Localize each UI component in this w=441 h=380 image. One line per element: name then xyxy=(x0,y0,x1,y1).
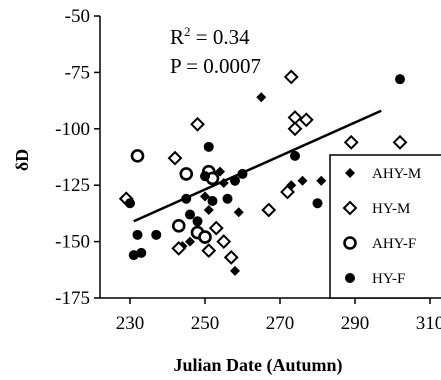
data-point-ahy-m xyxy=(233,207,244,218)
data-point-hy-m xyxy=(283,69,299,85)
y-axis-title: δD xyxy=(12,149,32,171)
data-point-hy-f xyxy=(128,250,139,261)
data-point-hy-m xyxy=(208,220,224,236)
legend-label-ahy-m: AHY-M xyxy=(372,166,421,182)
data-point-ahy-f xyxy=(171,219,186,233)
data-point-hy-m xyxy=(298,112,314,128)
trend-line xyxy=(133,109,382,223)
data-point-hy-m xyxy=(343,134,359,150)
data-point-hy-f xyxy=(192,216,203,227)
data-point-ahy-m xyxy=(316,175,327,186)
data-point-hy-f xyxy=(136,247,147,258)
data-point-hy-m xyxy=(280,184,295,200)
x-tick-label: 230 xyxy=(116,313,145,334)
data-point-hy-f xyxy=(222,193,233,204)
y-tick-label: -100 xyxy=(55,119,90,140)
legend-label-ahy-f: AHY-F xyxy=(372,236,416,252)
data-point-hy-f xyxy=(290,150,300,161)
data-point-hy-f xyxy=(395,74,405,85)
data-point-hy-m xyxy=(190,116,205,132)
y-tick-label: -175 xyxy=(55,288,90,309)
data-point-hy-m xyxy=(392,134,408,150)
legend-marker-ahy-f xyxy=(343,236,357,250)
r-squared-annotation: R2 = 0.34 xyxy=(170,24,250,49)
data-point-ahy-m xyxy=(200,191,210,202)
data-point-hy-m xyxy=(261,202,277,218)
data-point-ahy-f xyxy=(130,149,145,163)
data-point-ahy-m xyxy=(230,265,240,276)
data-point-hy-f xyxy=(132,229,143,240)
data-point-ahy-m xyxy=(256,92,267,103)
legend-label-hy-m: HY-M xyxy=(372,201,410,217)
legend-marker-hy-m xyxy=(342,200,358,216)
data-point-hy-m xyxy=(201,243,217,259)
y-tick-label: -75 xyxy=(65,62,90,83)
x-tick-label: 250 xyxy=(191,313,220,334)
data-point-hy-f xyxy=(237,168,248,179)
data-point-hy-f xyxy=(181,193,192,204)
legend-marker-ahy-m xyxy=(345,168,355,178)
y-tick-label: -50 xyxy=(65,6,90,27)
data-point-ahy-f xyxy=(198,230,212,244)
data-point-hy-f xyxy=(230,175,240,186)
data-point-hy-m xyxy=(216,234,232,250)
trend-line-group xyxy=(133,109,382,223)
p-value-annotation: P = 0.0007 xyxy=(170,54,261,78)
data-point-hy-f xyxy=(207,195,218,206)
x-tick-label: 290 xyxy=(341,313,370,334)
data-point-hy-m xyxy=(167,150,183,166)
legend-marker-hy-f xyxy=(345,273,355,283)
data-point-hy-f xyxy=(312,198,323,209)
y-tick-label: -125 xyxy=(55,175,90,196)
data-point-ahy-m xyxy=(218,177,229,188)
data-point-hy-m xyxy=(287,121,303,137)
y-axis: -50 -75 -100 -125 -150 -175 xyxy=(55,6,101,309)
data-point-hy-f xyxy=(125,198,135,209)
data-point-hy-m xyxy=(223,249,239,265)
x-axis-title: Julian Date (Autumn) xyxy=(173,355,342,376)
data-point-hy-f xyxy=(151,229,162,240)
x-tick-label: 310 xyxy=(416,313,441,334)
data-point-ahy-f xyxy=(179,167,194,181)
legend: AHY-M HY-M AHY-F HY-F xyxy=(329,154,441,299)
x-tick-label: 270 xyxy=(266,313,295,334)
data-points xyxy=(118,69,408,276)
data-point-ahy-m xyxy=(203,205,214,216)
data-point-ahy-m xyxy=(185,236,195,247)
x-axis: 230 250 270 290 310 xyxy=(100,297,441,334)
data-point-hy-m xyxy=(171,240,187,256)
data-point-hy-f xyxy=(203,141,214,152)
legend-label-hy-f: HY-F xyxy=(372,271,405,287)
y-tick-label: -150 xyxy=(55,232,90,253)
data-point-hy-f xyxy=(185,209,195,220)
data-point-ahy-m xyxy=(297,175,308,186)
data-point-hy-f xyxy=(200,171,210,182)
